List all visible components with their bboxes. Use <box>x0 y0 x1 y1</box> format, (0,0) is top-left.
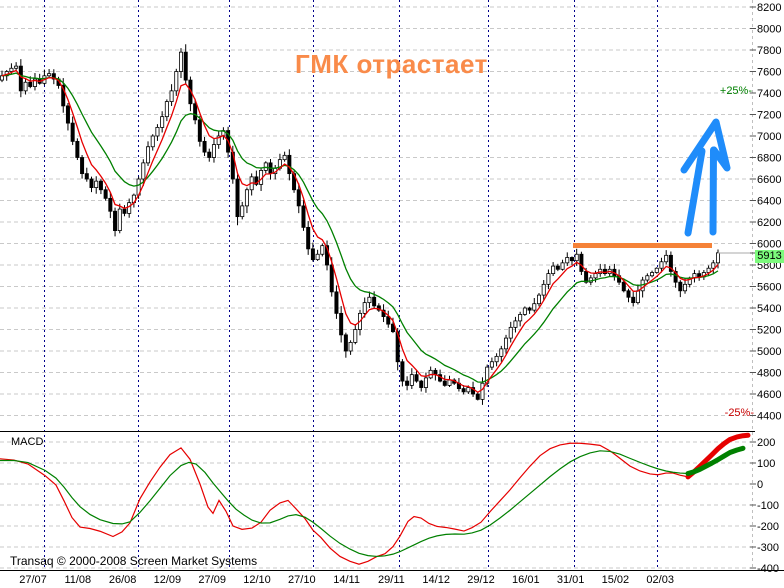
axis-label: 7600 <box>757 67 781 79</box>
axis-label: 5400 <box>757 303 781 315</box>
axis-label: 0 <box>757 479 763 491</box>
axis-label: 5200 <box>757 325 781 337</box>
date-label: 26/08 <box>109 574 137 586</box>
axis-label: 4600 <box>757 389 781 401</box>
axis-label: 5000 <box>757 346 781 358</box>
date-label: 29/12 <box>467 574 495 586</box>
date-label: 31/01 <box>557 574 585 586</box>
date-label: 12/09 <box>154 574 182 586</box>
axis-label: 7400 <box>757 88 781 100</box>
axis-label: -200 <box>757 521 779 533</box>
last-price-badge: 5913 <box>755 250 784 263</box>
signal-line <box>0 447 744 558</box>
stop-percent-label: -25%- <box>724 407 754 419</box>
candles-group <box>0 44 721 405</box>
ma-slow-line <box>1 72 719 383</box>
date-label: 14/11 <box>333 574 360 586</box>
axis-label: 8200 <box>757 2 781 14</box>
axis-label: 5600 <box>757 282 781 294</box>
date-label: 27/10 <box>288 574 316 586</box>
axis-label: -400 <box>757 563 779 575</box>
axis-label: 6800 <box>757 153 781 165</box>
transaq-copyright: Transaq © 2000-2008 Screen Market System… <box>10 554 258 568</box>
axis-label: 200 <box>757 437 775 449</box>
axis-label: 6000 <box>757 239 781 251</box>
target-percent-label: +25%- <box>719 85 752 97</box>
macd-indicator-label: MACD <box>11 436 44 448</box>
up-arrow-icon <box>709 146 717 236</box>
axis-label: 6200 <box>757 217 781 229</box>
macd-line <box>0 434 749 565</box>
axis-label: 6400 <box>757 196 781 208</box>
axis-label: 6600 <box>757 174 781 186</box>
axis-label: 7200 <box>757 110 781 122</box>
date-label: 12/10 <box>243 574 271 586</box>
axis-label: 7800 <box>757 45 781 57</box>
date-label: 16/01 <box>512 574 540 586</box>
axis-label: 5800 <box>757 260 781 272</box>
date-label: 02/03 <box>646 574 674 586</box>
signal-highlight-line <box>685 445 746 476</box>
axis-label: 8000 <box>757 24 781 36</box>
date-label: 27/07 <box>19 574 47 586</box>
ma-fast-line <box>1 69 719 394</box>
date-label: 11/08 <box>64 574 91 586</box>
axis-label: 4800 <box>757 368 781 380</box>
date-label: 29/11 <box>378 574 405 586</box>
chart-annotation-title: ГМК отрастает <box>295 49 488 79</box>
axis-label: 7000 <box>757 131 781 143</box>
axis-label: -300 <box>757 542 779 554</box>
axis-label: -100 <box>757 500 779 512</box>
date-label: 14/12 <box>422 574 450 586</box>
date-label: 27/09 <box>198 574 226 586</box>
up-arrow-icon <box>684 147 706 237</box>
up-arrow-icon <box>680 118 731 174</box>
axis-label: 100 <box>757 458 775 470</box>
axis-label: 4400 <box>757 411 781 423</box>
date-label: 15/02 <box>602 574 630 586</box>
